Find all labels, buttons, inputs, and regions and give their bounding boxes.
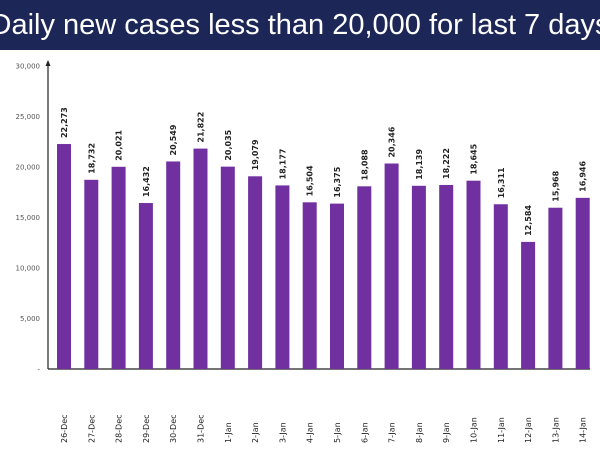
y-tick-label: 10,000 <box>16 265 41 273</box>
x-tick-label: 14-Jan <box>579 417 588 443</box>
data-label: 16,946 <box>579 161 588 192</box>
data-label: 18,088 <box>360 149 369 180</box>
bar-7-Jan <box>384 163 399 369</box>
x-tick-label: 31-Dec <box>197 414 206 443</box>
chart-title: Daily new cases less than 20,000 for las… <box>0 8 600 41</box>
x-tick-label: 5-Jan <box>333 422 342 443</box>
data-label: 18,139 <box>415 148 424 179</box>
x-tick-label: 30-Dec <box>169 414 178 443</box>
y-tick-label: 5,000 <box>20 315 40 323</box>
data-label: 16,375 <box>333 166 342 197</box>
bar-14-Jan <box>575 197 590 369</box>
y-axis-arrow <box>45 60 51 66</box>
y-tick-label: 30,000 <box>16 63 41 71</box>
x-tick-label: 11-Jan <box>497 417 506 443</box>
data-label: 18,732 <box>87 143 96 174</box>
bar-26-Dec <box>57 144 71 369</box>
y-tick-label: 25,000 <box>16 113 41 121</box>
bar-1-Jan <box>220 166 235 369</box>
x-tick-label: 1-Jan <box>224 422 233 443</box>
data-label: 15,968 <box>551 170 560 201</box>
x-tick-label: 9-Jan <box>442 422 451 443</box>
x-tick-label: 26-Dec <box>60 414 69 443</box>
data-label: 12,584 <box>524 205 533 236</box>
data-label: 18,222 <box>442 148 451 179</box>
x-tick-label: 8-Jan <box>415 422 424 443</box>
bar-11-Jan <box>493 204 508 369</box>
y-tick-label: 20,000 <box>16 164 41 172</box>
bar-13-Jan <box>548 207 563 369</box>
data-label: 22,273 <box>60 107 69 138</box>
data-label: 18,645 <box>470 143 479 174</box>
bar-2-Jan <box>248 176 263 369</box>
data-label: 16,311 <box>497 167 506 198</box>
x-tick-label: 27-Dec <box>87 414 96 443</box>
x-tick-label: 12-Jan <box>524 417 533 443</box>
y-tick-label: - <box>37 366 40 374</box>
x-tick-label: 4-Jan <box>306 422 315 443</box>
x-tick-label: 28-Dec <box>115 414 124 443</box>
bar-12-Jan <box>521 241 536 369</box>
y-tick-label: 15,000 <box>16 214 41 222</box>
x-tick-label: 7-Jan <box>388 422 397 443</box>
data-label: 18,177 <box>278 149 287 180</box>
data-label: 20,549 <box>169 124 178 155</box>
bar-29-Dec <box>138 203 153 369</box>
bar-30-Dec <box>166 161 181 369</box>
bar-4-Jan <box>302 202 317 369</box>
bar-8-Jan <box>411 185 426 369</box>
x-tick-label: 2-Jan <box>251 422 260 443</box>
bar-9-Jan <box>439 184 454 369</box>
data-label: 20,346 <box>388 126 397 157</box>
bar-27-Dec <box>84 179 99 369</box>
title-bar: Daily new cases less than 20,000 for las… <box>0 0 600 50</box>
bar-6-Jan <box>357 186 372 369</box>
bar-3-Jan <box>275 185 290 369</box>
x-tick-label: 6-Jan <box>360 422 369 443</box>
data-label: 21,822 <box>197 112 206 143</box>
data-label: 19,079 <box>251 139 260 170</box>
x-tick-label: 3-Jan <box>278 422 287 443</box>
x-tick-label: 13-Jan <box>551 417 560 443</box>
x-tick-label: 29-Dec <box>142 414 151 443</box>
data-label: 16,432 <box>142 166 151 197</box>
data-label: 16,504 <box>306 165 315 196</box>
x-tick-label: 10-Jan <box>470 417 479 443</box>
bar-28-Dec <box>111 166 126 369</box>
data-label: 20,035 <box>224 129 233 160</box>
bar-31-Dec <box>193 148 208 369</box>
bar-5-Jan <box>330 203 344 369</box>
data-label: 20,021 <box>115 129 124 160</box>
bar-10-Jan <box>466 180 481 369</box>
